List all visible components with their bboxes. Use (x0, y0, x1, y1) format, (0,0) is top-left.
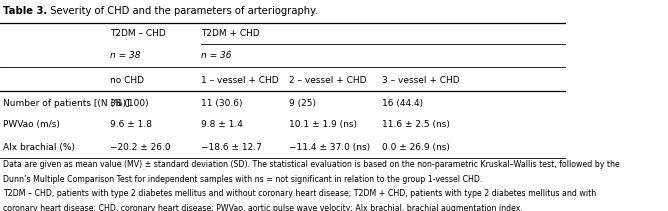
Text: 10.1 ± 1.9 (ns): 10.1 ± 1.9 (ns) (289, 120, 357, 129)
Text: Severity of CHD and the parameters of arteriography.: Severity of CHD and the parameters of ar… (43, 6, 317, 16)
Text: coronary heart disease; CHD, coronary heart disease; PWVao, aortic pulse wave ve: coronary heart disease; CHD, coronary he… (3, 204, 522, 211)
Text: n = 38: n = 38 (110, 51, 141, 60)
Text: 11 (30.6): 11 (30.6) (201, 99, 242, 108)
Text: −20.2 ± 26.0: −20.2 ± 26.0 (110, 143, 171, 152)
Text: Dunn’s Multiple Comparison Test for independent samples with ns = not significan: Dunn’s Multiple Comparison Test for inde… (3, 174, 482, 184)
Text: Table 3.: Table 3. (3, 6, 47, 16)
Text: 0.0 ± 26.9 (ns): 0.0 ± 26.9 (ns) (382, 143, 450, 152)
Text: T2DM – CHD: T2DM – CHD (110, 29, 166, 38)
Text: Alx brachial (%): Alx brachial (%) (3, 143, 75, 152)
Text: no CHD: no CHD (110, 76, 144, 85)
Text: Number of patients [(N (%)]​: Number of patients [(N (%)]​ (3, 99, 130, 108)
Text: T2DM + CHD: T2DM + CHD (201, 29, 260, 38)
Text: 1 – vessel + CHD: 1 – vessel + CHD (201, 76, 279, 85)
Text: 11.6 ± 2.5 (ns): 11.6 ± 2.5 (ns) (382, 120, 450, 129)
Text: 16 (44.4): 16 (44.4) (382, 99, 424, 108)
Text: T2DM – CHD, patients with type 2 diabetes mellitus and without coronary heart di: T2DM – CHD, patients with type 2 diabete… (3, 189, 596, 199)
Text: n = 36: n = 36 (201, 51, 232, 60)
Text: 9.8 ± 1.4: 9.8 ± 1.4 (201, 120, 243, 129)
Text: 3 – vessel + CHD: 3 – vessel + CHD (382, 76, 460, 85)
Text: 2 – vessel + CHD: 2 – vessel + CHD (289, 76, 366, 85)
Text: 9 (25): 9 (25) (289, 99, 316, 108)
Text: Data are given as mean value (MV) ± standard deviation (SD). The statistical eva: Data are given as mean value (MV) ± stan… (3, 160, 620, 169)
Text: 38 (100): 38 (100) (110, 99, 149, 108)
Text: −11.4 ± 37.0 (ns): −11.4 ± 37.0 (ns) (289, 143, 370, 152)
Text: PWVao (m/s): PWVao (m/s) (3, 120, 59, 129)
Text: 9.6 ± 1.8: 9.6 ± 1.8 (110, 120, 152, 129)
Text: −18.6 ± 12.7: −18.6 ± 12.7 (201, 143, 262, 152)
